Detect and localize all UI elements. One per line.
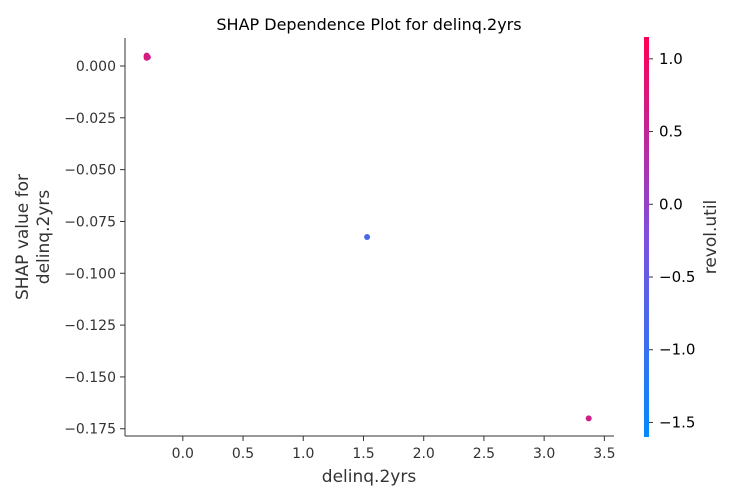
y-tick-label: −0.125 xyxy=(64,318,116,334)
y-axis-label-line-1: SHAP value for xyxy=(13,174,33,300)
y-tick-label: −0.100 xyxy=(64,266,116,282)
y-tick-label: −0.150 xyxy=(64,370,116,386)
colorbar-tick-label: −1.5 xyxy=(659,413,695,431)
colorbar-tick-label: −1.0 xyxy=(659,341,695,359)
colorbar-tick-label: 1.0 xyxy=(659,50,683,68)
scatter-points xyxy=(143,52,592,422)
y-axis-ticks: 0.000 −0.025 −0.050 −0.075 −0.100 −0.125 −0.15… xyxy=(64,59,125,438)
chart-title: SHAP Dependence Plot for delinq.2yrs xyxy=(216,15,521,34)
x-axis-label: delinq.2yrs xyxy=(322,467,417,487)
colorbar xyxy=(644,37,649,437)
x-tick-label: 0.0 xyxy=(172,446,194,462)
scatter-point xyxy=(364,234,371,240)
colorbar-tick-label: −0.5 xyxy=(659,268,695,286)
y-axis-label-line-2: delinq.2yrs xyxy=(34,190,54,285)
y-tick-label: −0.050 xyxy=(64,163,116,179)
x-axis-ticks: 0.0 0.5 1.0 1.5 2.0 2.5 3.0 3.5 xyxy=(172,436,615,462)
x-tick-label: 3.0 xyxy=(533,446,555,462)
x-tick-label: 2.5 xyxy=(473,446,495,462)
y-tick-label: −0.075 xyxy=(64,214,116,230)
colorbar-label: revol.util xyxy=(701,200,721,275)
colorbar-tick-label: 0.0 xyxy=(659,195,683,213)
colorbar-ticks: 1.0 0.5 0.0 −0.5 −1.0 −1.5 xyxy=(649,50,695,431)
colorbar-tick-label: 0.5 xyxy=(659,123,683,141)
scatter-point xyxy=(144,54,151,61)
x-tick-label: 1.5 xyxy=(352,446,374,462)
x-tick-label: 3.5 xyxy=(593,446,615,462)
y-tick-label: 0.000 xyxy=(76,59,116,75)
scatter-point xyxy=(585,415,592,422)
y-axis-label: SHAP value for delinq.2yrs xyxy=(13,174,54,300)
x-tick-label: 1.0 xyxy=(292,446,314,462)
x-tick-label: 2.0 xyxy=(413,446,435,462)
y-tick-label: −0.175 xyxy=(64,422,116,438)
x-tick-label: 0.5 xyxy=(232,446,254,462)
y-tick-label: −0.025 xyxy=(64,111,116,127)
